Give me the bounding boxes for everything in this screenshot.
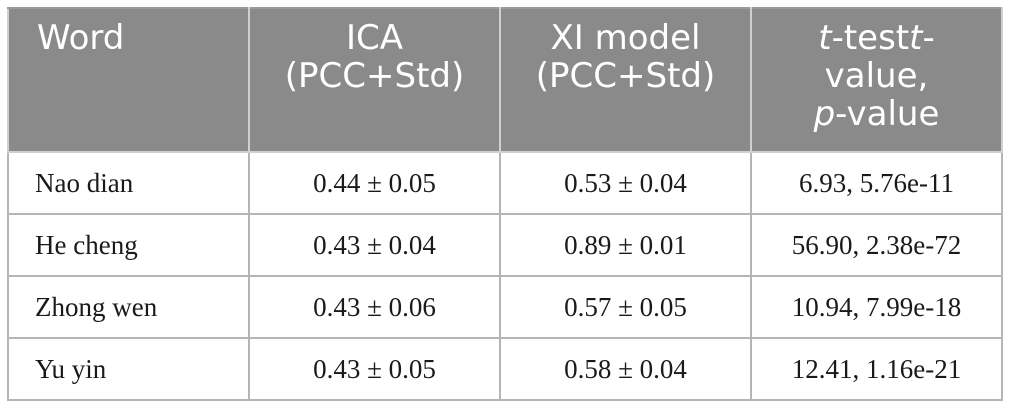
- cell-ttest: 12.41, 1.16e-21: [750, 337, 1003, 401]
- cell-word: Nao dian: [7, 151, 250, 215]
- cell-xi: 0.89 ± 0.01: [499, 213, 752, 277]
- comparison-table-container: Word ICA (PCC+Std) XI model (PCC+Std) t-…: [7, 7, 1003, 401]
- cell-ttest: 10.94, 7.99e-18: [750, 275, 1003, 339]
- comparison-table: Word ICA (PCC+Std) XI model (PCC+Std) t-…: [7, 7, 1003, 401]
- cell-ica: 0.43 ± 0.06: [248, 275, 501, 339]
- header-ttest-pvalue: -value: [835, 94, 940, 134]
- table-row: Yu yin 0.43 ± 0.05 0.58 ± 0.04 12.41, 1.…: [7, 337, 1003, 401]
- header-ttest-t2: t: [909, 18, 923, 58]
- cell-word: Zhong wen: [7, 275, 250, 339]
- header-ica-line2: (PCC+Std): [284, 56, 465, 96]
- cell-ica: 0.44 ± 0.05: [248, 151, 501, 215]
- header-ica-line1: ICA: [345, 18, 404, 58]
- cell-ttest: 56.90, 2.38e-72: [750, 213, 1003, 277]
- cell-word: Yu yin: [7, 337, 250, 401]
- header-ttest-p: p: [813, 94, 836, 134]
- header-xi-line1: XI model: [550, 18, 701, 58]
- header-ttest-t1: t: [818, 18, 832, 58]
- cell-ttest: 6.93, 5.76e-11: [750, 151, 1003, 215]
- table-row: Nao dian 0.44 ± 0.05 0.53 ± 0.04 6.93, 5…: [7, 151, 1003, 215]
- cell-ica: 0.43 ± 0.04: [248, 213, 501, 277]
- table-row: Zhong wen 0.43 ± 0.06 0.57 ± 0.05 10.94,…: [7, 275, 1003, 339]
- header-ttest: t-testt- value, p-value: [750, 7, 1003, 153]
- header-xi-line2: (PCC+Std): [535, 56, 716, 96]
- table-row: He cheng 0.43 ± 0.04 0.89 ± 0.01 56.90, …: [7, 213, 1003, 277]
- header-xi-model: XI model (PCC+Std): [499, 7, 752, 153]
- cell-ica: 0.43 ± 0.05: [248, 337, 501, 401]
- header-ttest-mid: -test: [831, 18, 910, 58]
- header-ttest-line3: p-value: [766, 95, 987, 133]
- header-ttest-line1: t-testt-: [766, 19, 987, 57]
- header-ttest-value: value,: [824, 56, 929, 96]
- cell-xi: 0.58 ± 0.04: [499, 337, 752, 401]
- header-word: Word: [7, 7, 250, 153]
- table-header-row: Word ICA (PCC+Std) XI model (PCC+Std) t-…: [7, 7, 1003, 153]
- header-ica: ICA (PCC+Std): [248, 7, 501, 153]
- header-word-label: Word: [37, 18, 125, 58]
- header-ttest-dash: -: [922, 18, 935, 58]
- cell-xi: 0.53 ± 0.04: [499, 151, 752, 215]
- cell-xi: 0.57 ± 0.05: [499, 275, 752, 339]
- cell-word: He cheng: [7, 213, 250, 277]
